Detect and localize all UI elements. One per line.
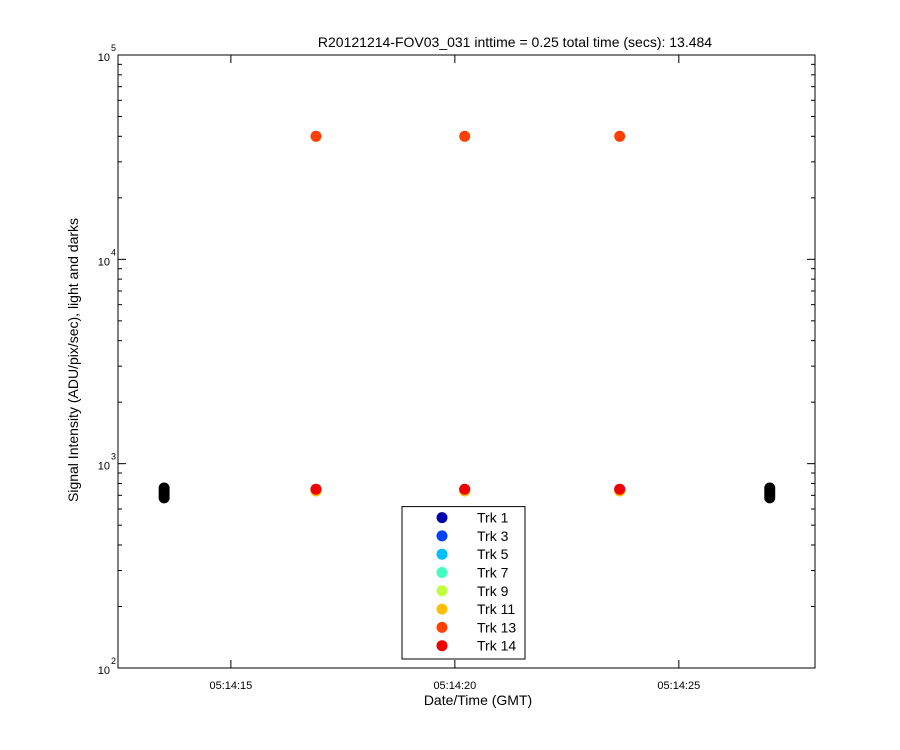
scatter-point xyxy=(459,483,471,495)
legend-label: Trk 5 xyxy=(477,546,509,562)
scatter-point xyxy=(764,482,776,494)
y-tick-label: 10 xyxy=(98,461,110,473)
y-tick-label: 10 xyxy=(98,52,110,64)
y-tick-exponent: 3 xyxy=(111,452,116,462)
legend-label: Trk 13 xyxy=(477,619,516,635)
y-tick-exponent: 4 xyxy=(111,247,116,257)
scatter-point xyxy=(614,130,626,142)
scatter-point xyxy=(614,483,626,495)
legend-marker xyxy=(436,640,448,652)
scatter-point xyxy=(158,482,170,494)
legend-marker xyxy=(436,603,448,615)
x-tick-label: 05:14:25 xyxy=(657,680,700,692)
legend-marker xyxy=(436,530,448,542)
x-tick-label: 05:14:20 xyxy=(433,680,476,692)
legend-marker xyxy=(436,585,448,597)
legend-label: Trk 14 xyxy=(477,638,516,654)
legend-label: Trk 11 xyxy=(477,601,515,617)
y-tick-exponent: 2 xyxy=(111,656,116,666)
legend-box xyxy=(401,506,526,660)
y-tick-label: 10 xyxy=(98,256,110,268)
x-axis-label: Date/Time (GMT) xyxy=(424,692,532,708)
legend-marker xyxy=(436,621,448,633)
legend: Trk 1 Trk 3 Trk 5 Trk 7 Trk 9 Trk 11 Trk 13 Trk… xyxy=(401,506,526,660)
legend-label: Trk 3 xyxy=(477,528,509,544)
legend-label: Trk 9 xyxy=(477,583,509,599)
legend-marker xyxy=(436,548,448,560)
y-axis-label: Signal Intensity (ADU/pix/sec), light an… xyxy=(65,218,81,502)
y-tick-exponent: 5 xyxy=(111,43,116,53)
scatter-point xyxy=(310,483,322,495)
y-tick-label: 10 xyxy=(98,665,110,677)
legend-marker xyxy=(436,567,448,578)
scatter-point xyxy=(310,130,322,142)
scatter-point xyxy=(459,130,471,142)
chart-title: R20121214-FOV03_031 inttime = 0.25 total… xyxy=(318,34,712,50)
x-tick-label: 05:14:15 xyxy=(209,680,252,692)
legend-label: Trk 1 xyxy=(477,510,509,526)
legend-marker xyxy=(436,512,448,524)
legend-label: Trk 7 xyxy=(477,565,509,581)
